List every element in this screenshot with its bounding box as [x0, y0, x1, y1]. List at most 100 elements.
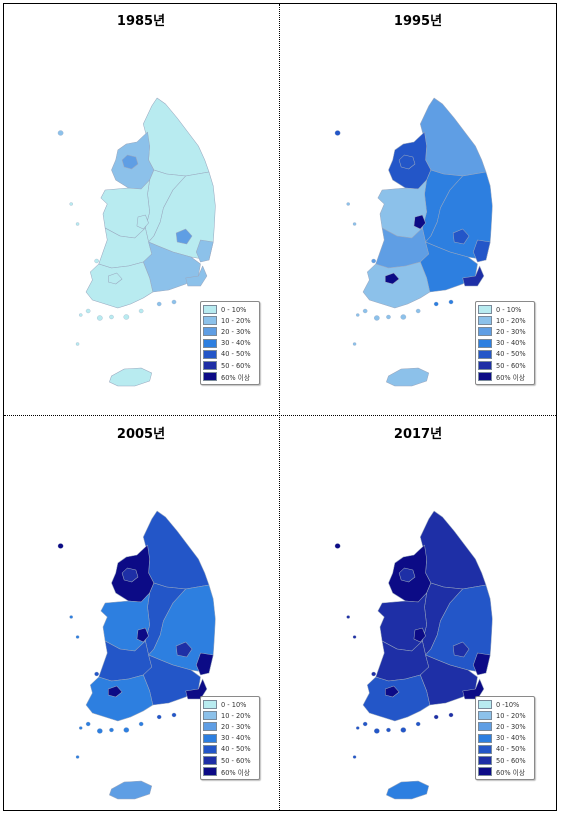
region-gangwon: [420, 510, 487, 590]
legend-item: 50 - 60%: [478, 755, 532, 766]
legend-label: 0 - 10%: [221, 305, 247, 314]
legend-swatch: [203, 338, 217, 348]
region-gwangju: [108, 685, 123, 698]
legend-item: 30 - 40%: [203, 733, 257, 744]
island-gyeonggi: [334, 130, 341, 136]
legend-label: 50 - 60%: [496, 756, 526, 765]
legend-item: 10 - 20%: [478, 315, 532, 326]
region-gangwon: [420, 97, 487, 177]
island-jeonnam: [374, 315, 380, 321]
legend-label: 60% 이상: [496, 768, 525, 777]
island-jeonnam: [415, 308, 421, 314]
region-gwangju: [108, 272, 123, 285]
region-gangwon: [143, 97, 210, 177]
legend-label: 30 - 40%: [221, 734, 251, 743]
legend-label: 20 - 30%: [221, 327, 251, 336]
region-jeonnam: [85, 674, 154, 722]
legend-label: 30 - 40%: [496, 734, 526, 743]
korea-map-svg: [334, 97, 493, 387]
island-jeonnam: [78, 313, 83, 317]
legend-label: 10 - 20%: [496, 316, 526, 325]
legend-label: 20 - 30%: [496, 722, 526, 731]
choropleth-map: [281, 417, 555, 829]
map-legend: 0 - 10% 10 - 20% 20 - 30% 30 - 40% 40 - 50% 5…: [200, 301, 260, 386]
legend-item: 10 - 20%: [203, 315, 257, 326]
legend-swatch: [478, 722, 492, 732]
legend-item: 10 - 20%: [478, 710, 532, 721]
legend-item: 60% 이상: [478, 371, 532, 382]
island-jeonbuk: [94, 671, 99, 677]
region-gwangju: [385, 685, 400, 698]
region-chungnam: [100, 179, 150, 239]
figure-frame: [3, 3, 557, 811]
legend-item: 0 -10%: [478, 699, 532, 710]
legend-label: 20 - 30%: [221, 722, 251, 731]
island-jeonnam: [109, 727, 114, 733]
island-jeonnam: [123, 314, 130, 320]
legend-item: 60% 이상: [478, 766, 532, 777]
region-busan: [462, 265, 485, 287]
choropleth-map: [281, 4, 555, 416]
island-jeonbuk: [371, 671, 376, 677]
region-ulsan: [473, 652, 491, 676]
region-seoul: [121, 567, 139, 583]
legend-label: 60% 이상: [221, 768, 250, 777]
legend-label: 20 - 30%: [496, 327, 526, 336]
region-jeonnam: [362, 261, 431, 309]
island-chungnam: [75, 635, 80, 639]
legend-swatch: [203, 361, 217, 371]
map-legend: 0 - 10% 10 - 20% 20 - 30% 30 - 40% 40 - 50% 5…: [475, 301, 535, 386]
island-jeonnam: [85, 721, 91, 727]
region-busan: [185, 678, 208, 700]
island-chungnam: [352, 635, 357, 639]
island-chungnam: [346, 202, 350, 206]
legend-item: 50 - 60%: [478, 360, 532, 371]
island-gyeongnam: [448, 299, 454, 305]
region-jeju: [386, 780, 430, 800]
korea-map-svg: [57, 97, 299, 387]
island-gyeongnam: [156, 714, 162, 720]
map-panel-1985: 1985년 0 - 10% 10 - 20% 20 - 30% 30 - 40% 40 …: [4, 4, 299, 412]
legend-swatch: [203, 722, 217, 732]
region-seoul: [398, 567, 416, 583]
region-chungnam: [100, 592, 150, 652]
island-jeonbuk: [371, 258, 376, 264]
region-seoul: [398, 154, 416, 170]
legend-swatch: [203, 700, 217, 710]
island-gyeongnam: [433, 301, 439, 307]
choropleth-map: [4, 417, 299, 829]
legend-item: 50 - 60%: [203, 755, 257, 766]
region-seoul: [121, 154, 139, 170]
island-jeonnam: [386, 727, 391, 733]
island-chungnam: [75, 222, 80, 226]
region-ulsan: [196, 239, 214, 263]
legend-swatch: [478, 349, 492, 359]
island-jeonnam: [355, 313, 360, 317]
region-daegu: [175, 641, 193, 658]
legend-swatch: [203, 305, 217, 315]
island-gyeongnam: [171, 299, 177, 305]
legend-item: 30 - 40%: [478, 733, 532, 744]
legend-item: 40 - 50%: [478, 744, 532, 755]
island-jeonnam: [75, 342, 80, 346]
korea-map-svg: [334, 510, 493, 800]
legend-label: 0 - 10%: [496, 305, 522, 314]
legend-swatch: [478, 711, 492, 721]
region-daegu: [452, 641, 470, 658]
legend-swatch: [478, 372, 492, 382]
legend-swatch: [203, 711, 217, 721]
legend-item: 0 - 10%: [203, 304, 257, 315]
region-chungnam: [377, 592, 427, 652]
legend-swatch: [478, 305, 492, 315]
korea-map-svg: [57, 510, 299, 800]
legend-swatch: [478, 744, 492, 754]
map-panel-2017: 2017년 0 -10% 10 - 20% 20 - 30% 30 - 40% 40 -…: [281, 417, 555, 825]
region-busan: [185, 265, 208, 287]
island-jeonnam: [374, 728, 380, 734]
legend-item: 40 - 50%: [203, 744, 257, 755]
region-daegu: [452, 228, 470, 245]
legend-item: 30 - 40%: [203, 338, 257, 349]
region-jeju: [109, 780, 153, 800]
island-chungnam: [352, 222, 357, 226]
region-ulsan: [473, 239, 491, 263]
